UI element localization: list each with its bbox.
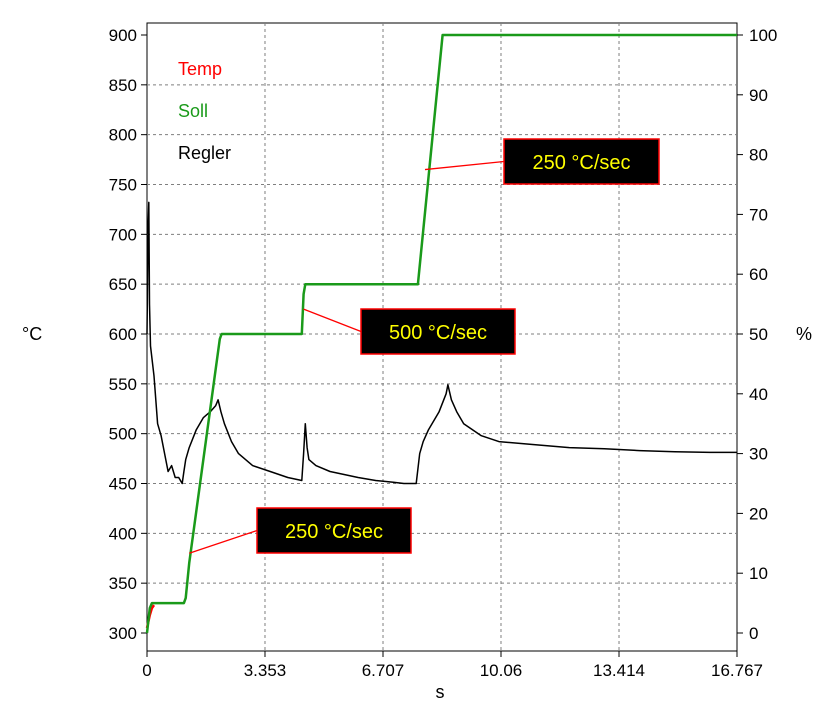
left-axis-ticks: 300 350 400 450 500 550 600 650 700 750 800 850 900 (109, 26, 147, 643)
y-right-tick-label: 40 (749, 385, 768, 404)
annotation-label: 250 °C/sec (532, 152, 630, 174)
annotation-label: 500 °C/sec (389, 322, 487, 344)
annotation-pointer (424, 160, 505, 171)
y-left-tick-label: 750 (109, 176, 137, 195)
annotation-box (360, 308, 516, 355)
y-left-tick-label: 650 (109, 275, 137, 294)
series-line-regler (146, 201, 737, 485)
x-tick-label: 10.06 (480, 661, 523, 680)
annotation-pointer (189, 529, 258, 554)
x-tick-label: 3.353 (244, 661, 287, 680)
y-left-tick-label: 350 (109, 574, 137, 593)
annotation-box (503, 138, 660, 185)
x-axis-label: s (436, 682, 445, 702)
y-left-tick-label: 300 (109, 624, 137, 643)
y-left-tick-label: 450 (109, 475, 137, 494)
series-line-soll (145, 33, 737, 634)
y-right-tick-label: 70 (749, 205, 768, 224)
x-axis-ticks: 0 3.353 6.707 10.06 13.414 16.767 (142, 651, 763, 680)
annotation-pointer (303, 308, 362, 333)
right-axis-ticks: 0 10 20 30 40 50 60 70 80 90 100 (737, 26, 777, 643)
y-left-tick-label: 500 (109, 425, 137, 444)
series-lines (145, 33, 737, 634)
legend-label-soll: Soll (178, 101, 208, 121)
y-left-tick-label: 850 (109, 76, 137, 95)
legend: Temp Soll Regler (178, 59, 231, 163)
y-right-tick-label: 30 (749, 445, 768, 464)
y-left-tick-label: 400 (109, 524, 137, 543)
y-left-axis-label: °C (22, 324, 42, 344)
annotation-label: 250 °C/sec (285, 521, 383, 543)
y-right-tick-label: 20 (749, 504, 768, 523)
legend-label-temp: Temp (178, 59, 222, 79)
x-tick-label: 6.707 (362, 661, 405, 680)
legend-label-regler: Regler (178, 143, 231, 163)
y-left-tick-label: 600 (109, 325, 137, 344)
y-left-tick-label: 550 (109, 375, 137, 394)
x-tick-label: 13.414 (593, 661, 645, 680)
x-tick-label: 0 (142, 661, 151, 680)
y-right-tick-label: 50 (749, 325, 768, 344)
y-left-tick-label: 900 (109, 26, 137, 45)
y-right-axis-label: % (796, 324, 812, 344)
y-left-tick-label: 700 (109, 225, 137, 244)
y-right-tick-label: 80 (749, 146, 768, 165)
annotations: 250 °C/sec 500 °C/sec 250 °C/sec (189, 138, 660, 554)
y-left-tick-label: 800 (109, 126, 137, 145)
y-right-tick-label: 90 (749, 86, 768, 105)
y-right-tick-label: 0 (749, 624, 758, 643)
annotation-box (256, 507, 412, 554)
y-right-tick-label: 100 (749, 26, 777, 45)
y-right-tick-label: 10 (749, 564, 768, 583)
x-tick-label: 16.767 (711, 661, 763, 680)
y-right-tick-label: 60 (749, 265, 768, 284)
